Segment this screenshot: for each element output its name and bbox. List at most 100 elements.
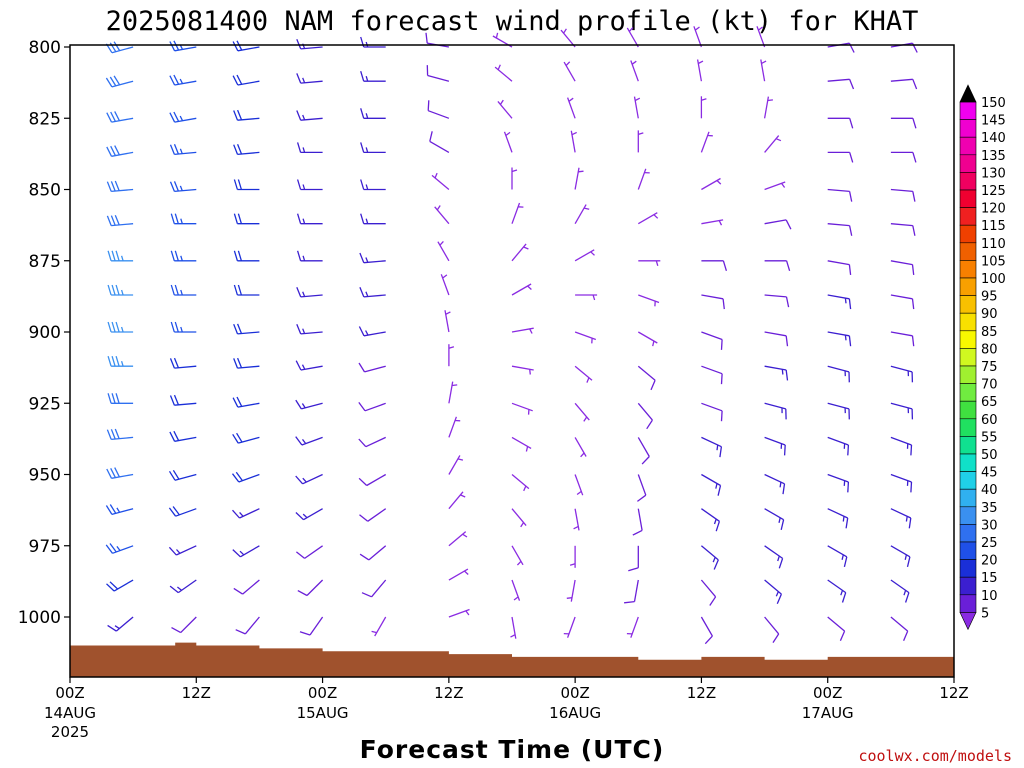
wind-barb — [359, 252, 386, 264]
wind-barb-half-feather — [497, 64, 501, 70]
wind-barb-half-feather — [302, 114, 306, 121]
wind-barb — [764, 545, 784, 569]
wind-barb-feather — [111, 321, 116, 333]
wind-barb-feather — [296, 142, 302, 153]
wind-barb-staff — [827, 223, 850, 227]
x-tick-date-label: 15AUG — [297, 704, 349, 722]
colorbar-label: 50 — [981, 448, 998, 463]
wind-barb — [106, 180, 134, 193]
wind-barb-staff — [701, 294, 724, 300]
wind-barb-half-feather — [365, 147, 369, 153]
wind-barb — [169, 111, 197, 123]
wind-barb-feather — [848, 225, 853, 236]
wind-barb-half-feather — [529, 328, 533, 334]
wind-barb-half-feather — [779, 482, 782, 488]
wind-barb — [106, 467, 134, 479]
wind-barb-feather — [236, 144, 243, 155]
colorbar-label: 10 — [981, 589, 998, 604]
wind-barb-half-feather — [523, 246, 529, 250]
wind-barb-feather — [719, 446, 723, 458]
wind-barb — [296, 142, 323, 154]
wind-barb-half-feather — [302, 184, 306, 190]
wind-barb — [232, 74, 260, 86]
colorbar-cell — [959, 277, 977, 296]
wind-barb-feather — [110, 429, 116, 440]
wind-barb — [296, 250, 323, 262]
wind-barb-feather — [169, 41, 176, 52]
wind-barb — [511, 327, 534, 334]
colorbar-label: 90 — [981, 307, 998, 322]
wind-barb — [107, 356, 134, 367]
wind-barb-half-feather — [116, 507, 121, 513]
wind-barb-staff — [427, 110, 450, 119]
wind-barb-feather — [170, 321, 175, 333]
wind-barb-feather — [236, 109, 243, 121]
wind-barb-feather — [847, 444, 850, 456]
wind-barb-half-feather — [179, 148, 183, 154]
x-tick-label: 12Z — [939, 684, 968, 702]
wind-barb-staff — [371, 579, 387, 598]
wind-barb — [448, 381, 458, 404]
wind-barb-feather — [110, 468, 116, 478]
x-tick-label: 12Z — [687, 684, 716, 702]
y-tick-label: 800 — [29, 38, 61, 58]
wind-barb-feather — [632, 529, 643, 536]
wind-barb-feather — [841, 592, 847, 603]
wind-barb-feather — [912, 225, 916, 236]
wind-barb-half-feather — [775, 591, 779, 597]
wind-barb-half-feather — [716, 180, 722, 185]
colorbar-label: 15 — [981, 571, 998, 586]
wind-barb — [168, 469, 197, 481]
colorbar-cell — [959, 154, 977, 173]
wind-barb — [295, 399, 323, 410]
credit-text: coolwx.com/models — [858, 747, 1012, 765]
wind-barb-half-feather — [180, 255, 183, 261]
colorbar-label: 80 — [981, 342, 998, 357]
wind-barb-feather — [296, 38, 302, 50]
wind-barb-half-feather — [569, 563, 576, 566]
wind-barb-half-feather — [457, 458, 464, 461]
wind-barb — [764, 181, 786, 191]
wind-barb — [168, 506, 197, 517]
wind-barb-half-feather — [568, 97, 574, 102]
wind-barb-feather — [848, 335, 852, 347]
wind-barb-half-feather — [781, 369, 784, 375]
wind-barb — [827, 508, 849, 529]
colorbar-cell — [959, 189, 977, 208]
wind-barb-feather — [173, 181, 180, 192]
wind-barb — [827, 188, 853, 202]
wind-barb-half-feather — [655, 260, 659, 266]
wind-barb — [700, 579, 717, 606]
wind-barb — [444, 310, 451, 333]
wind-barb — [574, 365, 593, 383]
wind-barb — [296, 213, 323, 225]
wind-barb-staff — [366, 473, 387, 487]
wind-barb — [105, 543, 134, 554]
wind-barb — [233, 284, 260, 296]
wind-barb-staff — [309, 616, 324, 636]
wind-barb-half-feather — [180, 289, 183, 296]
wind-barb — [297, 579, 324, 597]
wind-barb-feather — [429, 131, 433, 142]
wind-barb-half-feather — [365, 330, 369, 336]
wind-barb-half-feather — [179, 115, 184, 121]
wind-barb-half-feather — [434, 172, 438, 179]
wind-barb — [574, 474, 584, 496]
wind-barb-feather — [115, 393, 120, 404]
wind-barb — [632, 508, 643, 536]
wind-barb-staff — [764, 616, 780, 635]
wind-barb — [359, 508, 387, 522]
x-tick-label: 00Z — [308, 684, 337, 702]
wind-barb-half-feather — [462, 533, 468, 538]
wind-barb — [429, 131, 450, 153]
wind-barb-feather — [785, 260, 791, 271]
wind-barb — [426, 65, 450, 82]
wind-barb-half-feather — [653, 214, 659, 219]
wind-barb — [701, 436, 723, 458]
wind-barb-half-feather — [302, 328, 306, 334]
wind-barb — [637, 212, 659, 225]
wind-barb — [827, 223, 853, 236]
wind-barb — [295, 473, 323, 485]
wind-barb — [637, 365, 656, 391]
